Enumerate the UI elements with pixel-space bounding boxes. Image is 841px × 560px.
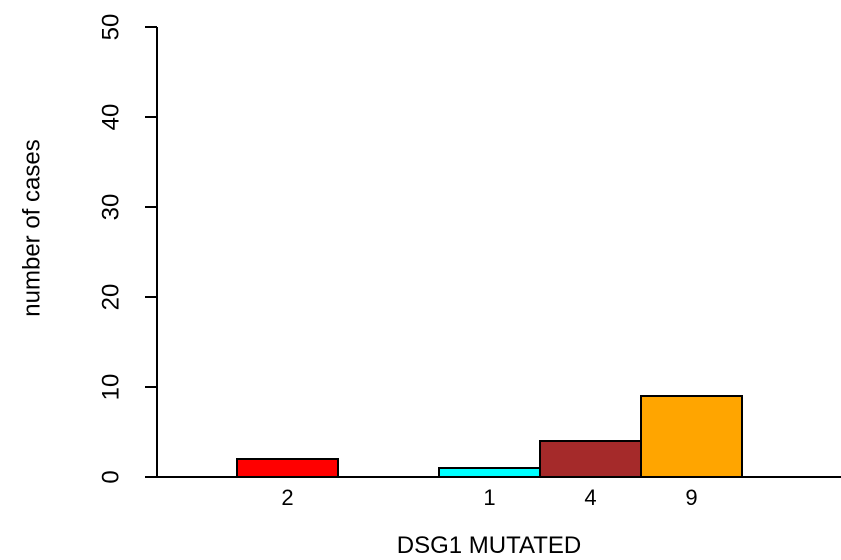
x-tick-label: 4 [584,485,596,510]
y-axis: 0 10 20 30 40 50 [97,14,158,484]
y-tick-label: 20 [97,284,124,311]
y-axis-title: number of cases [18,139,45,316]
x-tick-label: 1 [483,485,495,510]
bar [438,467,541,478]
y-tick-label: 30 [97,194,124,221]
y-tick-label: 10 [97,374,124,401]
x-tick-label: 9 [685,485,697,510]
y-tick-label: 50 [97,14,124,41]
x-tick-label: 2 [281,485,293,510]
bar [539,440,642,478]
bars [236,395,743,478]
x-axis-title: DSG1 MUTATED [397,532,581,559]
x-tick-labels: 2 1 4 9 [281,485,697,510]
bar [640,395,743,478]
y-tick-label: 0 [97,470,124,483]
bar [236,458,339,478]
y-tick-label: 40 [97,104,124,131]
